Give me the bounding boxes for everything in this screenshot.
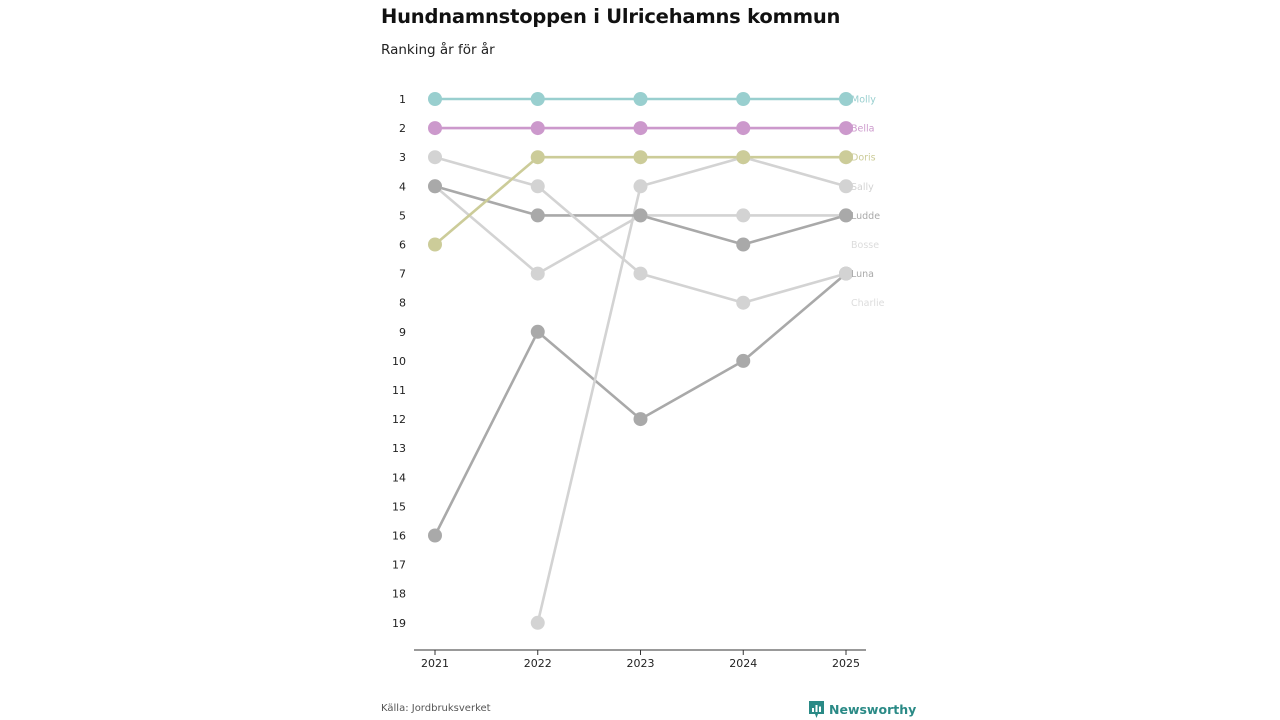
- point-molly-2021: [428, 92, 442, 106]
- chart-subtitle: Ranking år för år: [381, 42, 495, 58]
- point-sally-2021: [428, 150, 442, 165]
- point-bosse-2023: [633, 179, 648, 194]
- point-sally-2025: [839, 266, 853, 281]
- y-tick-label: 18: [392, 588, 406, 601]
- point-luna-2021: [428, 528, 442, 543]
- series-line-luna: [433, 272, 848, 537]
- brand-name: Newsworthy: [829, 702, 917, 717]
- point-bella-2022: [530, 121, 545, 136]
- x-tick-label: 2025: [832, 657, 860, 670]
- point-luna-2022: [530, 324, 545, 339]
- y-tick-label: 8: [399, 297, 406, 310]
- series-line-bosse: [536, 155, 848, 625]
- series-label-charlie: Charlie: [851, 298, 885, 309]
- series-lines: [433, 97, 848, 625]
- series-label-bella: Bella: [851, 124, 874, 135]
- series-label-doris: Doris: [851, 153, 876, 164]
- y-tick-label: 14: [392, 471, 406, 484]
- y-tick-label: 17: [392, 559, 406, 572]
- point-doris-2021: [428, 237, 442, 252]
- point-luna-2023: [633, 412, 648, 427]
- point-bella-2023: [633, 121, 648, 136]
- source-note: Källa: Jordbruksverket: [381, 703, 491, 714]
- point-ludde-2025: [839, 208, 853, 223]
- x-tick-label: 2022: [524, 657, 552, 670]
- series-line-sally: [433, 155, 848, 305]
- series-line-charlie: [433, 185, 848, 275]
- y-tick-label: 2: [399, 122, 406, 135]
- y-tick-label: 12: [392, 413, 406, 426]
- point-charlie-2024: [736, 208, 751, 223]
- series-label-sally: Sally: [851, 182, 874, 193]
- chart-title: Hundnamnstoppen i Ulricehamns kommun: [381, 5, 841, 28]
- point-molly-2023: [633, 92, 648, 106]
- series-end-labels: Molly Bella Doris Sally Ludde Bosse Luna Charli…: [851, 95, 885, 310]
- y-tick-label: 1: [399, 93, 406, 106]
- point-doris-2024: [736, 150, 751, 165]
- y-tick-label: 11: [392, 384, 406, 397]
- point-bosse-2022: [530, 615, 545, 630]
- point-bella-2021: [428, 121, 442, 136]
- y-tick-label: 13: [392, 442, 406, 455]
- point-ludde-2022: [530, 208, 545, 223]
- y-tick-label: 6: [399, 239, 406, 252]
- point-charlie-2022: [530, 266, 545, 281]
- point-bosse-2025: [839, 179, 853, 194]
- series-points: [428, 92, 853, 630]
- point-ludde-2023: [633, 208, 648, 223]
- x-tick-label: 2023: [627, 657, 655, 670]
- brand-logo[interactable]: Newsworthy: [809, 701, 916, 718]
- y-tick-label: 16: [392, 530, 406, 543]
- series-label-luna: Luna: [851, 269, 874, 280]
- x-tick-label: 2021: [421, 657, 449, 670]
- point-sally-2024: [736, 295, 751, 310]
- y-tick-label: 3: [399, 151, 406, 164]
- point-luna-2024: [736, 353, 751, 368]
- point-bella-2025: [839, 121, 853, 136]
- point-ludde-2021: [428, 179, 442, 194]
- point-molly-2025: [839, 92, 853, 106]
- y-tick-label: 7: [399, 268, 406, 281]
- point-doris-2023: [633, 150, 648, 165]
- point-bella-2024: [736, 121, 751, 136]
- series-label-ludde: Ludde: [851, 211, 880, 222]
- point-doris-2025: [839, 150, 853, 165]
- bar-chart-flag-icon: [809, 701, 824, 718]
- point-molly-2024: [736, 92, 751, 106]
- series-label-bosse: Bosse: [851, 240, 879, 251]
- y-tick-label: 10: [392, 355, 406, 368]
- y-tick-label: 9: [399, 326, 406, 339]
- y-tick-label: 19: [392, 617, 406, 630]
- point-doris-2022: [530, 150, 545, 165]
- point-sally-2022: [530, 179, 545, 194]
- point-sally-2023: [633, 266, 648, 281]
- y-tick-label: 5: [399, 209, 406, 222]
- series-label-molly: Molly: [851, 95, 876, 106]
- point-molly-2022: [530, 92, 545, 106]
- point-ludde-2024: [736, 237, 751, 252]
- axes: 2021 2022 2023 2024 202512345678910111213141…: [392, 93, 866, 670]
- x-tick-label: 2024: [729, 657, 757, 670]
- y-tick-label: 4: [399, 180, 406, 193]
- y-tick-label: 15: [392, 500, 406, 513]
- series-line-doris: [433, 155, 848, 246]
